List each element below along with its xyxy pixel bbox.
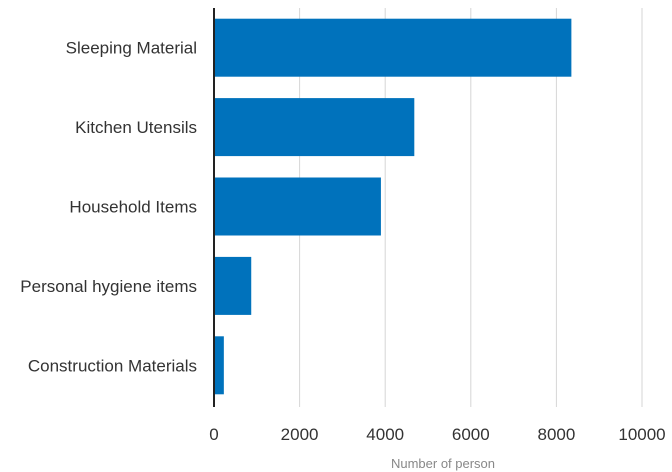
x-axis-title: Number of person — [391, 456, 495, 471]
bar-household-items — [214, 177, 381, 236]
category-label: Construction Materials — [28, 356, 197, 375]
bar-kitchen-utensils — [214, 98, 415, 157]
bars — [214, 18, 572, 395]
x-tick-label: 4000 — [366, 425, 404, 444]
category-label: Personal hygiene items — [20, 277, 197, 296]
x-tick-label: 2000 — [281, 425, 319, 444]
x-tick-label: 10000 — [618, 425, 665, 444]
bar-sleeping-material — [214, 18, 572, 77]
x-tick-label: 0 — [209, 425, 218, 444]
x-tick-labels: 0 2000 4000 6000 8000 10000 — [209, 425, 665, 444]
bar-personal-hygiene-items — [214, 256, 252, 315]
x-tick-label: 8000 — [537, 425, 575, 444]
x-tick-label: 6000 — [452, 425, 490, 444]
category-labels: Sleeping Material Kitchen Utensils Househo… — [20, 39, 197, 376]
category-label: Sleeping Material — [66, 39, 197, 58]
category-label: Household Items — [69, 198, 197, 217]
bar-construction-materials — [214, 336, 224, 395]
category-label: Kitchen Utensils — [75, 118, 197, 137]
